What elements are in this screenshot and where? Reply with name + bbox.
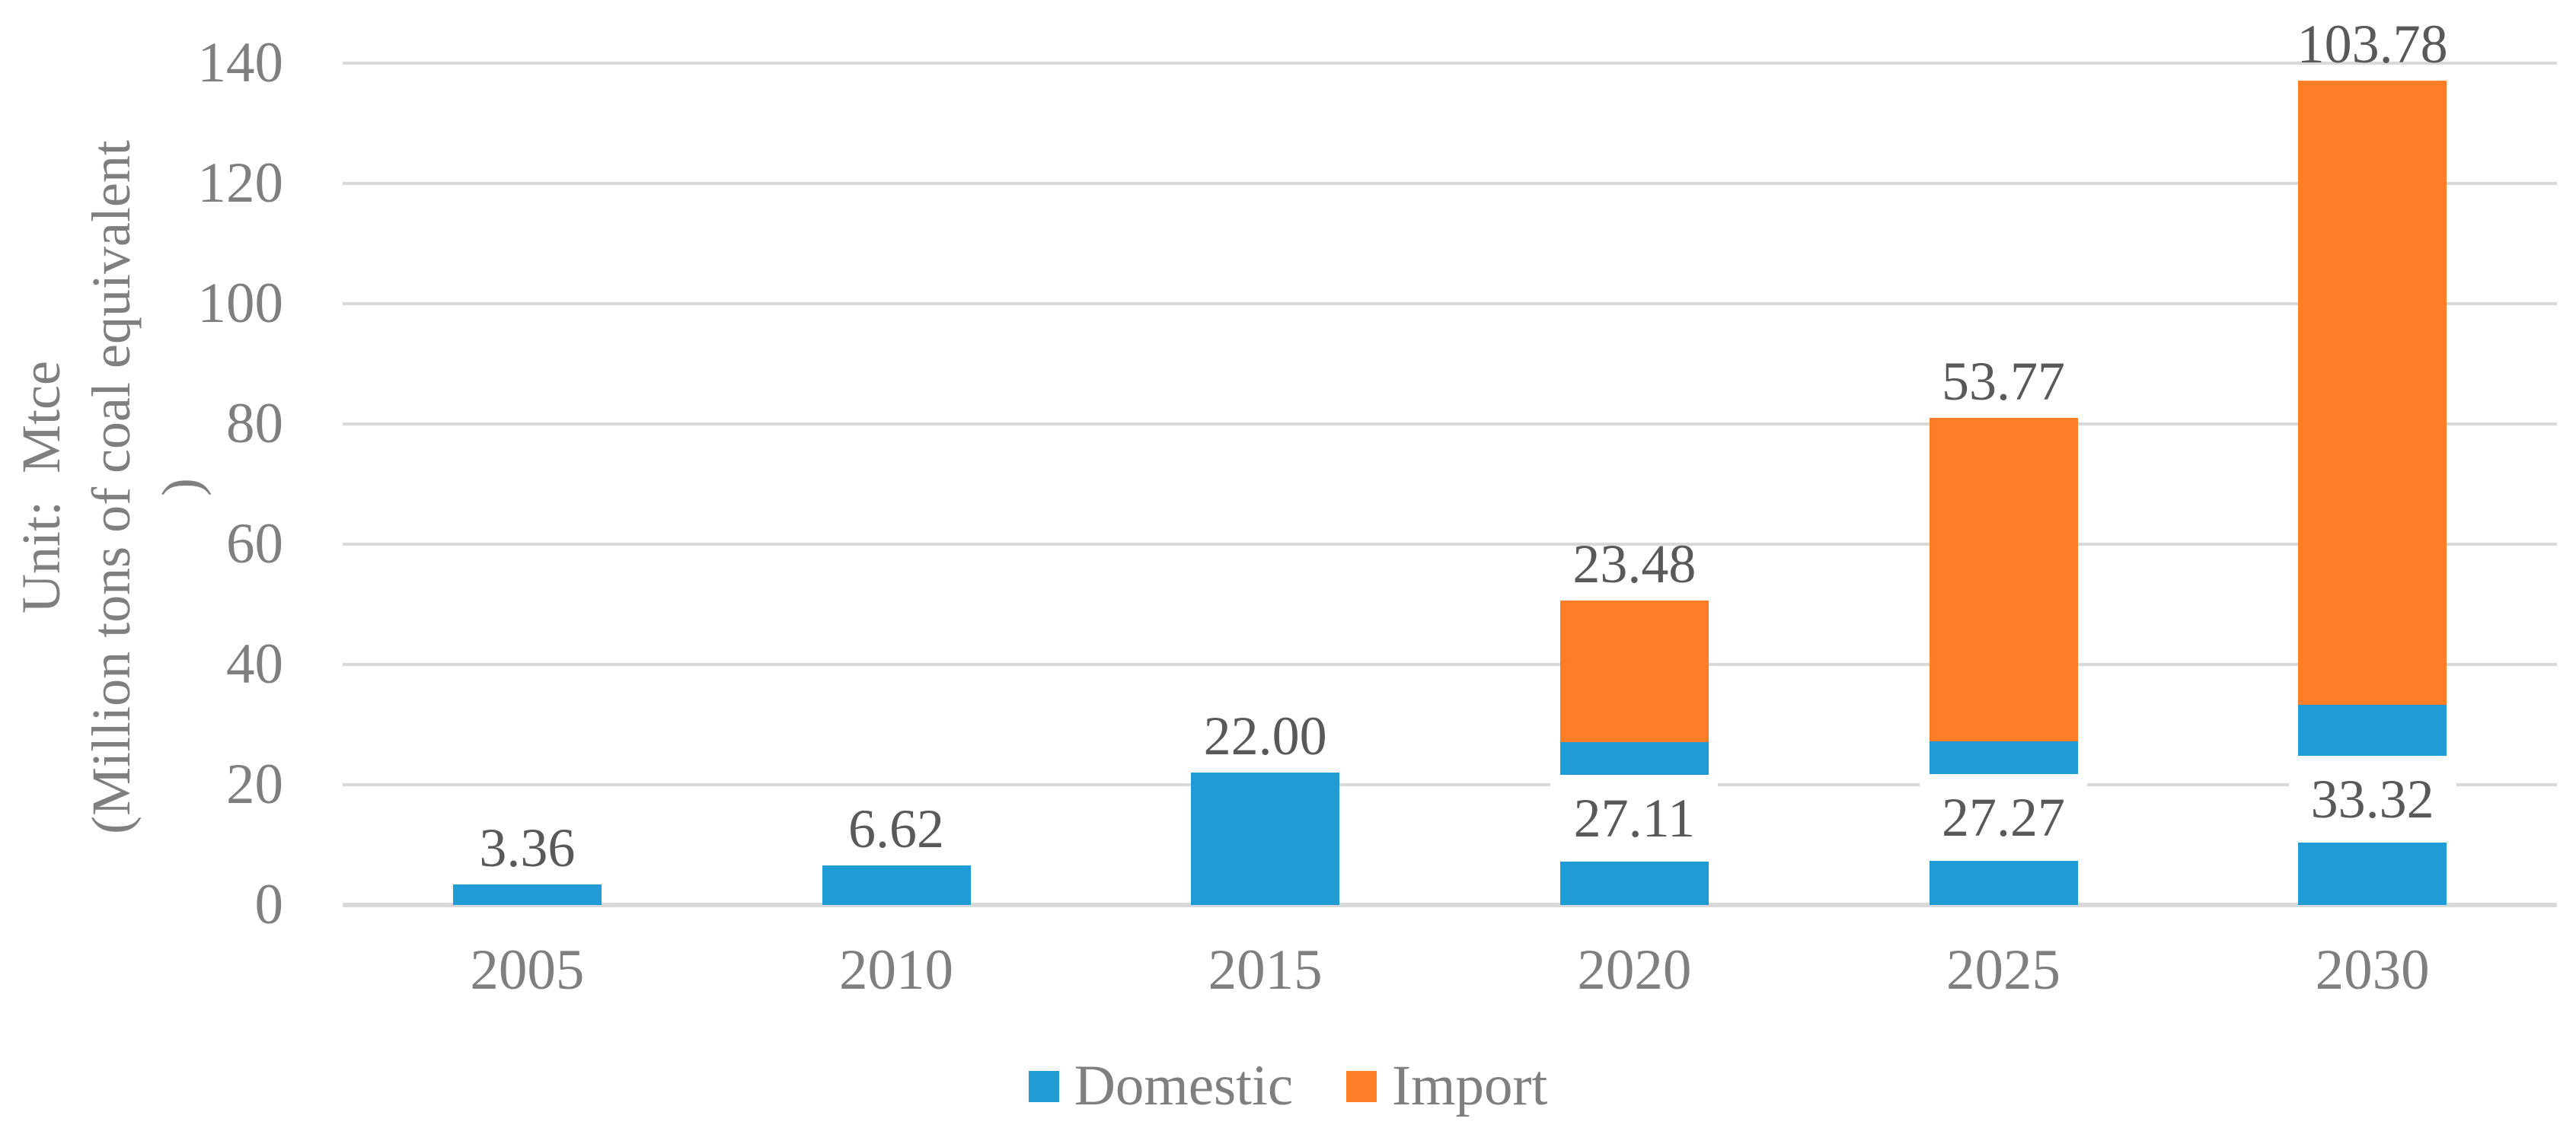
data-label-import-2020: 23.48 xyxy=(1572,534,1697,595)
y-axis-tick-140: 140 xyxy=(197,31,284,94)
data-label-domestic-2015: 22.00 xyxy=(1203,706,1327,767)
bar-domestic-2015 xyxy=(1191,773,1340,905)
x-axis-label-2010: 2010 xyxy=(839,938,953,1002)
y-axis-title-line-3: ) xyxy=(151,478,212,496)
data-label-import-2030: 103.78 xyxy=(2297,13,2448,75)
x-axis-label-2020: 2020 xyxy=(1577,938,1692,1002)
y-axis-tick-100: 100 xyxy=(197,272,284,335)
gridline-0 xyxy=(343,903,2557,907)
bar-import-2025 xyxy=(1929,417,2078,741)
data-label-domestic-2020: 27.11 xyxy=(1550,774,1719,862)
legend: Domestic Import xyxy=(0,1054,2576,1118)
y-axis-tick-60: 60 xyxy=(226,512,283,575)
gridline-140 xyxy=(343,62,2557,65)
y-axis-tick-40: 40 xyxy=(226,633,283,696)
domestic-swatch-icon xyxy=(1028,1070,1059,1102)
y-axis-tick-80: 80 xyxy=(226,392,283,455)
gridline-120 xyxy=(343,182,2557,185)
data-label-import-2025: 53.77 xyxy=(1942,350,2065,412)
legend-label-import: Import xyxy=(1392,1054,1548,1117)
bar-domestic-2005 xyxy=(452,884,602,905)
y-axis-title-line-1: Unit: Mtce xyxy=(11,361,72,613)
y-axis-title: Unit: Mtce (Million tons of coal equival… xyxy=(6,0,216,982)
y-axis-title-line-2: (Million tons of coal equivalent xyxy=(81,140,142,834)
data-label-domestic-2030: 33.32 xyxy=(2288,756,2456,843)
data-label-domestic-2005: 3.36 xyxy=(479,817,576,879)
x-axis-label-2025: 2025 xyxy=(1946,938,2060,1002)
gridline-20 xyxy=(343,783,2557,786)
x-axis-label-2030: 2030 xyxy=(2315,938,2430,1002)
x-axis-label-2015: 2015 xyxy=(1208,938,1323,1002)
data-label-domestic-2010: 6.62 xyxy=(848,798,944,859)
x-axis-label-2005: 2005 xyxy=(470,938,585,1002)
legend-item-domestic: Domestic xyxy=(1028,1054,1294,1118)
legend-item-import: Import xyxy=(1346,1054,1547,1118)
gridline-60 xyxy=(343,543,2557,546)
gridline-40 xyxy=(343,663,2557,666)
gridline-100 xyxy=(343,302,2557,305)
data-label-domestic-2025: 27.27 xyxy=(1920,774,2087,862)
y-axis-tick-20: 20 xyxy=(226,753,283,816)
bar-domestic-2010 xyxy=(822,865,971,905)
bar-import-2030 xyxy=(2298,80,2447,705)
bar-import-2020 xyxy=(1559,601,1709,742)
import-swatch-icon xyxy=(1346,1070,1377,1102)
legend-label-domestic: Domestic xyxy=(1074,1054,1294,1117)
gridline-80 xyxy=(343,422,2557,425)
y-axis-tick-120: 120 xyxy=(197,151,284,215)
y-axis-tick-0: 0 xyxy=(254,873,284,936)
